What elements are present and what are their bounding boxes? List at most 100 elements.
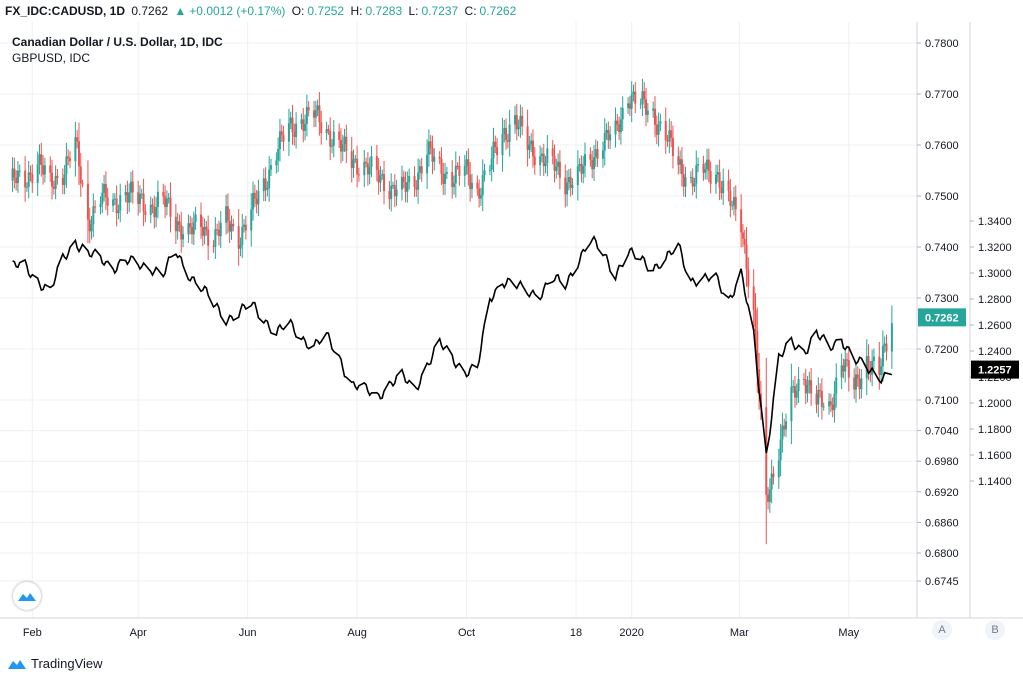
candle-body: [11, 168, 14, 181]
brand[interactable]: TradingView: [8, 656, 103, 671]
candle-body: [280, 131, 283, 136]
last-price-a-badge: [918, 308, 966, 327]
candle-body: [106, 197, 109, 206]
candle-body: [370, 156, 373, 168]
candle-body: [544, 163, 547, 167]
candle-body: [131, 181, 134, 193]
candle-body: [743, 238, 746, 245]
candle-body: [732, 196, 735, 206]
candle-body: [216, 229, 219, 231]
candle-body: [13, 168, 16, 178]
candle-body: [49, 165, 52, 173]
time-axis-tick-label: Jun: [239, 627, 257, 639]
candle-body: [785, 421, 787, 430]
candle-body: [840, 365, 843, 378]
candle-body: [237, 226, 240, 249]
legend-main-series[interactable]: Canadian Dollar / U.S. Dollar, 1D, IDC: [12, 35, 223, 49]
candle-body: [833, 393, 836, 411]
candle-body: [252, 192, 255, 210]
candle-body: [777, 460, 780, 478]
candle-body: [810, 380, 813, 394]
axis-b-tick-label: 1.2800: [978, 294, 1012, 306]
axis-a-tick-label: 0.7700: [925, 89, 959, 101]
candle-body: [596, 149, 599, 159]
candle-body: [313, 110, 316, 118]
candle-body: [205, 226, 208, 230]
high-value: 0.7283: [365, 4, 403, 18]
candle-body: [164, 196, 167, 208]
candle-body: [307, 107, 310, 111]
candle-body: [79, 166, 82, 184]
candle-body: [36, 164, 39, 183]
candle-body: [704, 168, 707, 173]
candle-body: [339, 139, 342, 152]
candle-body: [456, 165, 459, 167]
candle-body: [356, 158, 359, 175]
time-axis-tick-label: May: [838, 627, 859, 639]
tradingview-round-icon[interactable]: [13, 582, 41, 610]
candle-body: [454, 165, 457, 184]
candle-body: [571, 185, 574, 188]
candle-body: [293, 132, 296, 138]
candle-body: [609, 134, 612, 141]
candle-body: [266, 188, 269, 190]
candle-body: [806, 385, 809, 394]
candle-body: [402, 176, 405, 183]
candle-body: [130, 181, 132, 193]
legend-compare-series[interactable]: GBPUSD, IDC: [12, 51, 91, 65]
candle-body: [856, 374, 859, 379]
time-axis[interactable]: Feb Apr Jun Aug Oct 18 2020 Mar May: [23, 627, 860, 639]
candle-body: [345, 136, 348, 152]
price-chart[interactable]: 0.7800 0.7700 0.7600 0.7500 0.7400 0.7300 0.72…: [0, 0, 1023, 652]
candle-body: [56, 175, 59, 178]
scale-b-button[interactable]: B: [985, 620, 1005, 640]
candle-body: [627, 103, 630, 108]
axis-a-tick-label: 0.6800: [925, 548, 959, 560]
candle-body: [203, 226, 206, 236]
symbol-label[interactable]: FX_IDC:CADUSD, 1D: [5, 4, 126, 18]
candle-body: [253, 192, 256, 199]
candle-body: [670, 130, 673, 138]
candle-body: [442, 173, 445, 184]
candle-body: [101, 192, 104, 204]
candle-body: [68, 158, 71, 162]
candle-body: [754, 309, 757, 332]
candle-body: [684, 177, 687, 187]
candle-body: [250, 209, 253, 231]
candle-body: [268, 169, 271, 189]
candle-body: [277, 149, 280, 161]
candle-body: [740, 209, 743, 233]
candle-body: [25, 186, 28, 188]
price-axis-b[interactable]: 1.3400 1.3200 1.3000 1.2800 1.2600 1.2400 1.22…: [970, 216, 1012, 488]
candle-body: [645, 99, 648, 115]
last-price: 0.7262: [131, 4, 169, 18]
price-axis-a[interactable]: 0.7800 0.7700 0.7600 0.7500 0.7400 0.7300 0.72…: [917, 38, 959, 588]
candle-body: [76, 137, 79, 142]
candle-body: [257, 191, 260, 205]
candle-body: [706, 159, 709, 169]
candle-body: [431, 147, 434, 162]
candle-body: [350, 151, 353, 169]
candle-body: [526, 126, 529, 150]
candle-body: [569, 177, 572, 188]
candle-body: [92, 206, 95, 225]
candle-body: [470, 182, 473, 190]
candle-body: [589, 154, 592, 160]
candle-body: [103, 184, 106, 193]
candle-body: [155, 207, 158, 218]
candle-body: [890, 323, 893, 352]
candle-body: [488, 169, 491, 171]
candle-body: [352, 159, 355, 169]
candle-body: [718, 172, 721, 188]
candle-body: [770, 473, 773, 490]
candle-body: [779, 439, 782, 461]
candle-body: [117, 210, 120, 214]
candle-body: [539, 156, 542, 166]
scale-a-button[interactable]: A: [932, 620, 952, 640]
candle-body: [680, 159, 683, 175]
candle-body: [682, 174, 685, 187]
candle-body: [481, 175, 484, 196]
candle-body: [182, 234, 185, 240]
candle-body: [542, 153, 545, 167]
candle-body: [429, 141, 432, 148]
